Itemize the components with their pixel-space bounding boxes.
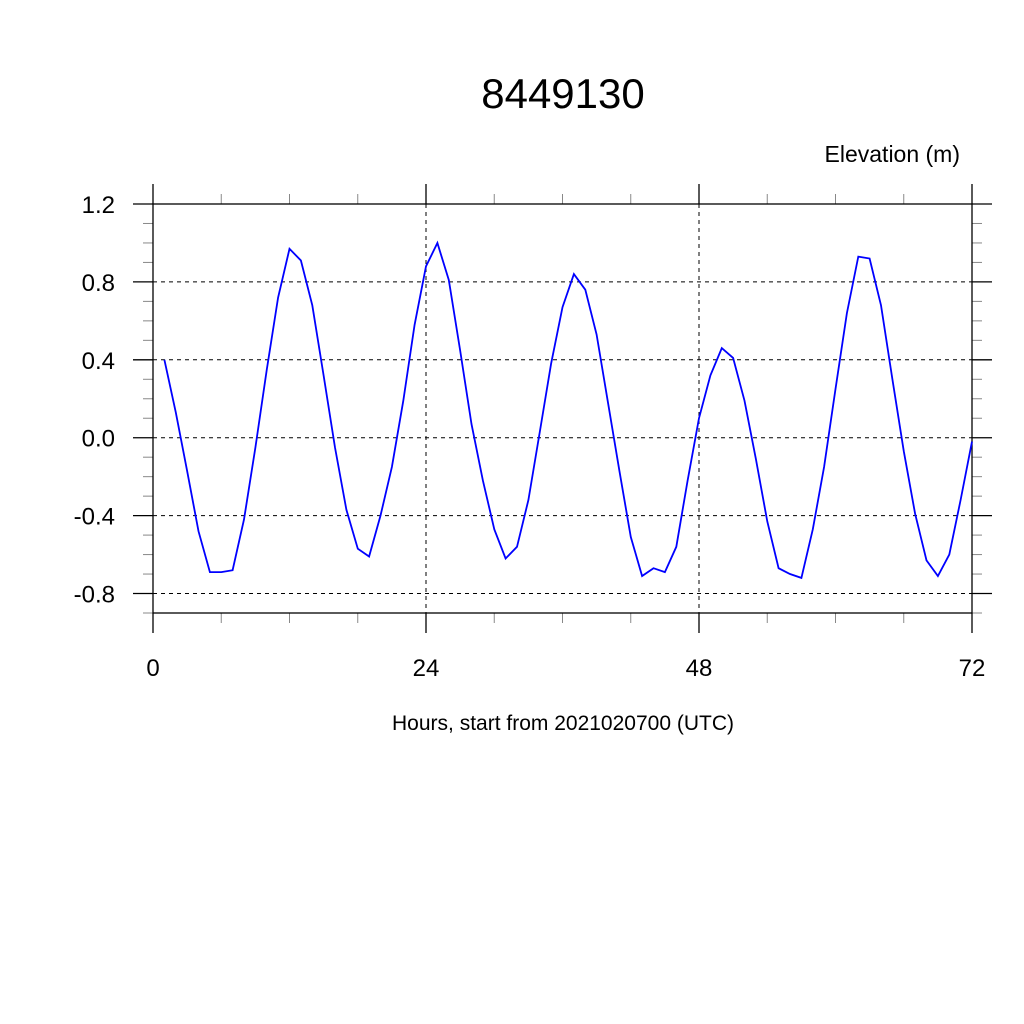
y-axis-label: Elevation (m) <box>825 141 960 167</box>
grid <box>153 204 972 613</box>
y-tick-label: 0.4 <box>82 348 115 375</box>
y-tick-label: 0.0 <box>82 426 115 453</box>
tick-labels: 0 24 48 72 1.2 0.8 0.4 0.0 -0.4 -0.8 <box>74 192 986 682</box>
x-tick-label: 24 <box>413 655 440 682</box>
x-tick-label: 48 <box>686 655 713 682</box>
plot-frame <box>152 203 973 614</box>
x-tick-label: 0 <box>146 655 159 682</box>
y-tick-label: -0.4 <box>74 504 115 531</box>
y-tick-label: -0.8 <box>74 582 115 609</box>
y-tick-label: 1.2 <box>82 192 115 219</box>
ticks <box>133 184 992 633</box>
series-line-elevation <box>163 240 973 580</box>
x-tick-label: 72 <box>959 655 986 682</box>
chart-title: 8449130 <box>481 70 645 117</box>
y-tick-label: 0.8 <box>82 270 115 297</box>
x-axis-label: Hours, start from 2021020700 (UTC) <box>392 712 734 735</box>
